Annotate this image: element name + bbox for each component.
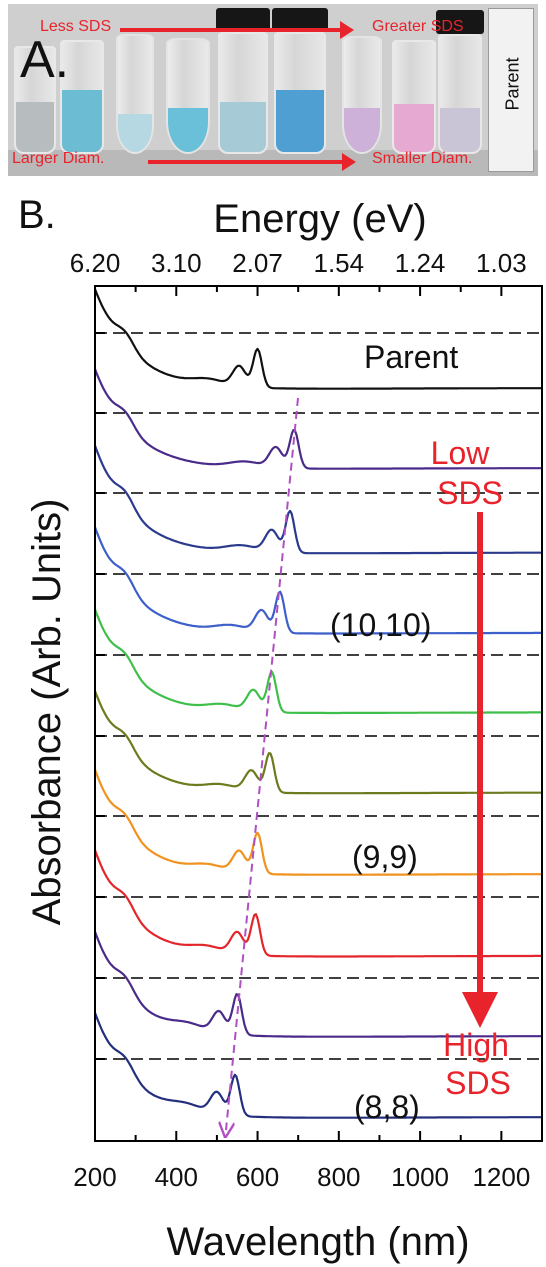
annotation-low-1: Low — [431, 435, 491, 471]
diameter-arrow — [148, 153, 356, 171]
vial-8-liquid — [394, 104, 434, 152]
panel-b-label: B. — [18, 193, 56, 237]
x-tick-label: 200 — [73, 1162, 116, 1192]
x-tick-label: 800 — [317, 1162, 360, 1192]
vial-7 — [342, 36, 382, 154]
peak-shift-guide — [226, 397, 299, 1130]
spectrum-line — [93, 526, 542, 635]
spectrum-line — [93, 445, 542, 555]
parent-tube — [488, 8, 534, 172]
greater-sds-label: Greater SDS — [372, 18, 464, 35]
spectrum-line — [93, 368, 542, 470]
top-tick-label: 1.54 — [314, 248, 365, 278]
vial-5-liquid — [220, 102, 266, 152]
vial-7-liquid — [344, 108, 380, 152]
sds-arrow — [120, 21, 354, 39]
panel-a-label: A. — [20, 31, 70, 89]
annotation-parent: Parent — [364, 339, 458, 375]
vial-6 — [272, 8, 328, 154]
vial-9-liquid — [440, 108, 480, 152]
x-axis-title: Wavelength (nm) — [166, 1220, 469, 1264]
annotation-high-2: SDS — [445, 1065, 511, 1101]
top-tick-label: 6.20 — [70, 248, 121, 278]
annotation-low-2: SDS — [437, 475, 503, 511]
plot-frame — [94, 285, 543, 1142]
spectrum-line — [93, 1012, 542, 1119]
vial-photo-panel: Parent A. Less SDS Greater SDS Larger Di… — [8, 4, 538, 176]
x-tick-labels: 200 400 600 800 1000 1200 — [73, 1162, 530, 1192]
vial-3 — [116, 34, 154, 154]
vial-8 — [392, 40, 436, 154]
smaller-diam-label: Smaller Diam. — [372, 150, 473, 167]
annotation-10-10: (10,10) — [330, 607, 431, 643]
vial-2-liquid — [62, 90, 102, 152]
spectrum-line — [93, 769, 542, 876]
top-axis-title: Energy (eV) — [213, 197, 426, 241]
x-tick-label: 1000 — [391, 1162, 449, 1192]
vial-2 — [60, 40, 104, 154]
vial-9 — [436, 10, 484, 154]
top-tick-labels: 6.20 3.10 2.07 1.54 1.24 1.03 — [70, 248, 527, 278]
spectra-series — [93, 288, 542, 1119]
vial-6-liquid — [276, 90, 324, 152]
spectrum-line — [93, 609, 542, 715]
less-sds-label: Less SDS — [40, 18, 112, 35]
annotation-8-8: (8,8) — [354, 1089, 420, 1125]
frame-ticks — [94, 286, 543, 1141]
x-tick-label: 600 — [236, 1162, 279, 1192]
x-tick-label: 400 — [155, 1162, 198, 1192]
dashed-baselines — [95, 332, 542, 1060]
top-tick-label: 3.10 — [151, 248, 202, 278]
x-tick-label: 1200 — [472, 1162, 530, 1192]
annotation-high-1: High — [443, 1027, 509, 1063]
top-tick-label: 1.03 — [476, 248, 527, 278]
top-tick-label: 2.07 — [232, 248, 283, 278]
spectrum-line — [93, 690, 542, 795]
spectrum-line — [93, 849, 542, 958]
vial-1-liquid — [16, 102, 54, 152]
larger-diam-label: Larger Diam. — [12, 150, 105, 167]
vial-4 — [166, 38, 210, 154]
annotation-9-9: (9,9) — [352, 839, 418, 875]
vial-5 — [216, 8, 270, 154]
spectrum-line — [93, 288, 542, 390]
top-tick-label: 1.24 — [395, 248, 446, 278]
spectrum-line — [93, 931, 542, 1038]
vial-9-cap — [436, 10, 484, 34]
y-axis-title: Absorbance (Arb. Units) — [25, 499, 69, 926]
vial-1 — [14, 46, 56, 154]
